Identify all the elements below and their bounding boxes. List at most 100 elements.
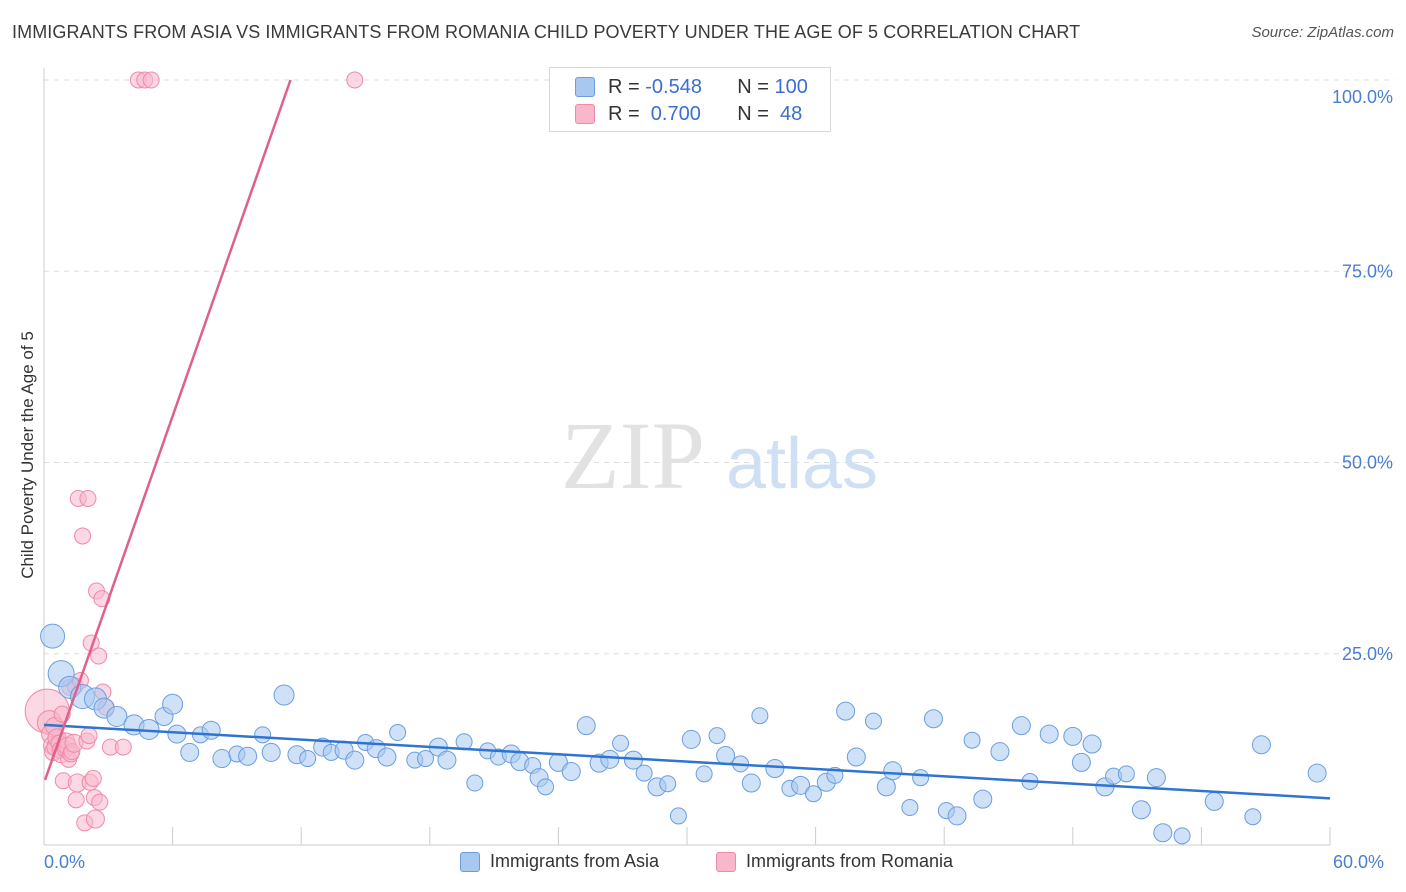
asia-point xyxy=(40,623,66,649)
x-tick-label-max: 60.0% xyxy=(1333,852,1385,872)
asia-point xyxy=(212,749,232,769)
asia-point xyxy=(864,712,882,730)
asia-point xyxy=(751,707,769,725)
asia-point xyxy=(261,742,281,762)
legend-r-value: -0.548 xyxy=(645,75,702,98)
asia-point xyxy=(741,773,761,793)
asia-trend-line xyxy=(43,723,1331,800)
asia-point xyxy=(417,750,435,768)
asia-point xyxy=(1307,763,1327,783)
romania-point xyxy=(114,738,132,756)
asia-swatch xyxy=(575,77,595,97)
asia-point xyxy=(1146,768,1166,788)
asia-point xyxy=(681,729,701,749)
asia-point xyxy=(1063,726,1083,746)
asia-point xyxy=(883,761,903,781)
asia-point xyxy=(106,705,128,727)
romania-point xyxy=(91,793,109,811)
asia-point xyxy=(923,709,943,729)
watermark-zip: ZIP xyxy=(561,402,705,509)
asia-point xyxy=(912,769,930,787)
asia-point xyxy=(836,701,856,721)
asia-point xyxy=(201,720,221,740)
asia-point xyxy=(1204,791,1224,811)
asia-point xyxy=(708,727,726,745)
asia-point xyxy=(1039,724,1059,744)
legend-n-value: 100 xyxy=(774,75,808,98)
asia-point xyxy=(1244,808,1262,826)
asia-point xyxy=(600,749,620,769)
asia-point xyxy=(1082,734,1102,754)
asia-point xyxy=(466,774,484,792)
legend-n-label: N = xyxy=(737,75,775,98)
asia-point xyxy=(669,807,687,825)
asia-point xyxy=(876,777,896,797)
legend-r-label: R = xyxy=(608,75,646,98)
legend-row-romania: R = 0.700 N = 48 xyxy=(575,101,802,127)
romania-point xyxy=(85,809,105,829)
asia-points xyxy=(40,623,1327,845)
legend-item-asia: Immigrants from Asia xyxy=(460,851,659,872)
asia-point xyxy=(180,742,200,762)
romania-point xyxy=(80,727,98,745)
asia-point xyxy=(299,750,317,768)
asia-point xyxy=(537,778,555,796)
trend-lines xyxy=(43,79,1331,800)
romania-point xyxy=(90,647,108,665)
asia-point xyxy=(791,775,811,795)
romania-point xyxy=(74,527,92,545)
legend-r-value: 0.700 xyxy=(645,102,701,125)
romania-point xyxy=(84,769,102,787)
asia-point xyxy=(973,789,993,809)
x-tick-label-min: 0.0% xyxy=(44,852,86,872)
watermark: ZIP atlas xyxy=(561,402,878,509)
legend-n-label: N = xyxy=(737,102,775,125)
asia-point xyxy=(1173,827,1191,845)
legend-label-asia: Immigrants from Asia xyxy=(490,851,660,871)
asia-point xyxy=(1153,823,1173,843)
asia-point xyxy=(238,746,258,766)
chart-title: IMMIGRANTS FROM ASIA VS IMMIGRANTS FROM … xyxy=(12,22,1081,42)
romania-swatch xyxy=(575,104,595,124)
romania-point xyxy=(79,489,97,507)
asia-point xyxy=(377,747,397,767)
asia-point xyxy=(804,785,822,803)
asia-point xyxy=(1117,765,1135,783)
romania-trend-line xyxy=(43,79,292,781)
asia-point xyxy=(901,799,919,817)
asia-point xyxy=(254,726,272,744)
asia-point xyxy=(389,724,407,742)
watermark-atlas: atlas xyxy=(726,424,878,504)
asia-point xyxy=(947,806,967,826)
y-tick-labels: 25.0% 50.0% 75.0% 100.0% xyxy=(1332,87,1393,664)
asia-point xyxy=(695,765,713,783)
asia-point xyxy=(963,731,981,749)
asia-point xyxy=(765,759,785,778)
asia-point xyxy=(437,750,457,770)
asia-point xyxy=(1251,735,1271,755)
y-tick-label: 100.0% xyxy=(1332,87,1393,107)
legend-row-asia: R = -0.548 N = 100 xyxy=(575,74,808,100)
legend-r-label: R = xyxy=(608,102,646,125)
romania-point xyxy=(67,791,85,809)
asia-point xyxy=(1131,800,1151,820)
legend-label-romania: Immigrants from Romania xyxy=(746,851,954,871)
asia-point xyxy=(659,775,677,793)
asia-point xyxy=(716,745,736,765)
y-tick-label: 50.0% xyxy=(1342,453,1393,473)
asia-point xyxy=(846,747,866,767)
romania-point xyxy=(346,71,364,89)
y-tick-label: 75.0% xyxy=(1342,261,1393,281)
romania-point xyxy=(142,71,160,89)
asia-point xyxy=(990,742,1010,762)
asia-point xyxy=(561,762,581,782)
legend-item-romania: Immigrants from Romania xyxy=(716,851,953,872)
romania-legend-swatch xyxy=(716,851,736,872)
asia-point xyxy=(1011,716,1031,736)
asia-point xyxy=(345,750,365,770)
stats-legend: R = -0.548 N = 100 R = 0.700 N = 48 xyxy=(549,67,831,132)
y-tick-label: 25.0% xyxy=(1342,644,1393,664)
asia-point xyxy=(612,734,630,752)
asia-legend-swatch xyxy=(460,851,480,872)
